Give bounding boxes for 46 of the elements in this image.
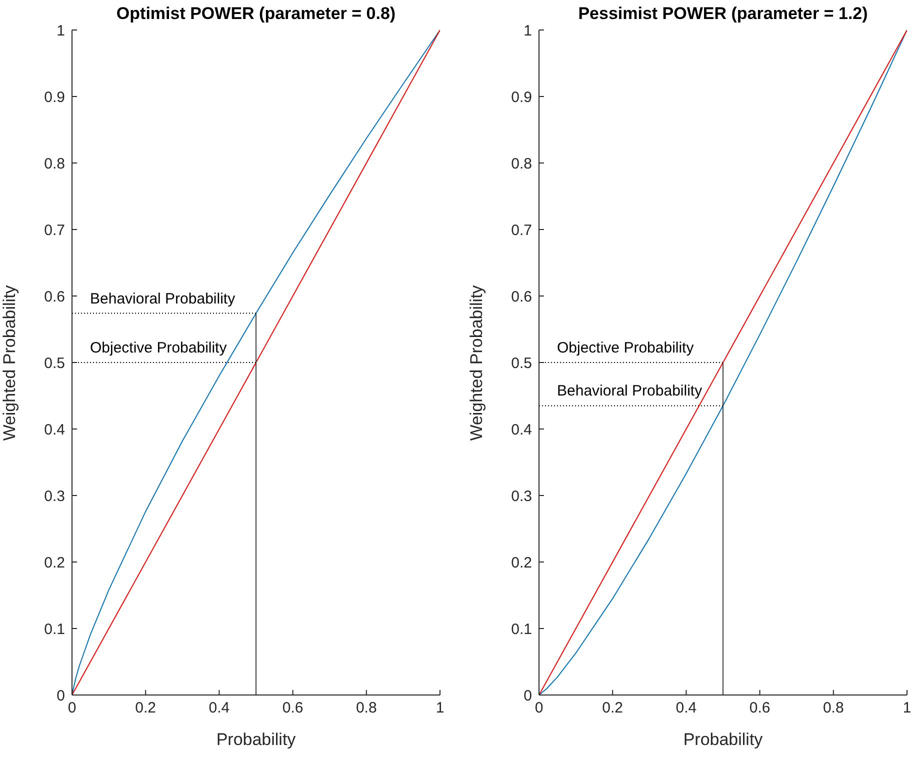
y-tick-label: 0 [56,687,65,704]
y-axis-title: Weighted Probability [467,284,487,440]
x-tick-label: 0.2 [602,700,624,717]
line-series [539,30,907,695]
line-series [72,30,440,695]
x-tick-label: 0 [534,700,544,717]
annotation: Behavioral Probability [90,290,236,308]
x-axis-title: Probability [682,730,764,750]
y-tick-label: 0.4 [44,421,65,438]
x-axis-title: Probability [215,730,297,750]
y-axis-title: Weighted Probability [0,284,20,440]
y-tick-label: 0.3 [44,488,65,505]
y-tick-label: 0 [524,687,532,704]
chart-title: Pessimist POWER (parameter = 1.2) [577,4,869,24]
y-tick-label: 0.6 [511,288,532,306]
x-tick-label: 0.4 [208,700,230,717]
y-tick-label: 1 [56,22,65,40]
chart-title: Optimist POWER (parameter = 0.8) [115,4,397,24]
annotation: Behavioral Probability [557,382,703,400]
x-tick-label: 0.8 [356,700,377,717]
y-tick-label: 0.7 [44,222,65,239]
y-tick-label: 0.5 [511,354,532,372]
annotation: Objective Probability [90,340,228,356]
y-tick-label: 0.3 [511,488,532,505]
x-tick-label: 0.2 [135,700,156,717]
x-tick-label: 0.8 [822,700,844,717]
x-tick-label: 0.6 [282,700,304,717]
y-tick-label: 0.1 [511,620,532,638]
y-tick-label: 0.2 [511,554,532,572]
y-tick-label: 0.8 [44,155,65,172]
y-tick-label: 0.7 [511,222,532,239]
y-tick-label: 0.8 [511,155,532,172]
x-tick-label: 0.6 [749,700,770,717]
y-tick-label: 0.4 [511,421,532,438]
y-tick-label: 1 [524,22,532,40]
x-tick-label: 1 [902,700,912,717]
y-tick-label: 0.2 [44,554,65,572]
y-tick-label: 0.5 [44,354,65,372]
x-tick-label: 0.4 [676,700,697,717]
x-tick-label: 1 [436,700,444,717]
y-tick-label: 0.1 [44,620,65,638]
annotation: Objective Probability [557,340,694,356]
y-tick-label: 0.9 [44,88,65,106]
y-tick-label: 0.9 [511,88,532,106]
y-tick-label: 0.6 [44,288,65,306]
x-tick-label: 0 [68,700,76,717]
